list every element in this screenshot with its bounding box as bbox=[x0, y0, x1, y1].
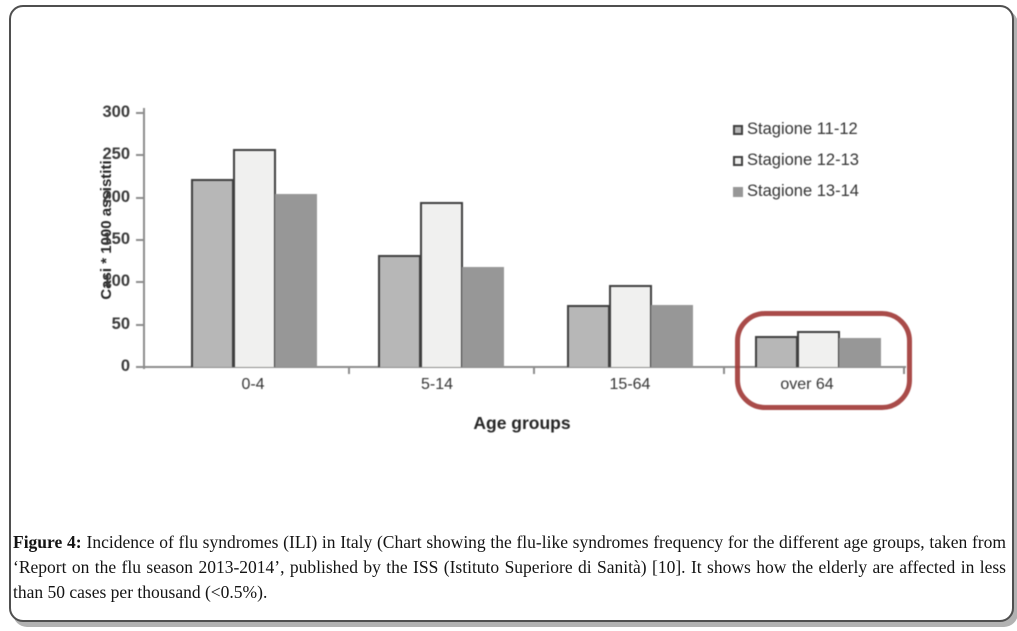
figure-caption: Figure 4: Incidence of flu syndromes (ILI… bbox=[13, 530, 1006, 605]
figure-caption-label: Figure 4: bbox=[13, 532, 82, 552]
figure-caption-text: Incidence of flu syndromes (ILI) in Ital… bbox=[13, 532, 1006, 602]
